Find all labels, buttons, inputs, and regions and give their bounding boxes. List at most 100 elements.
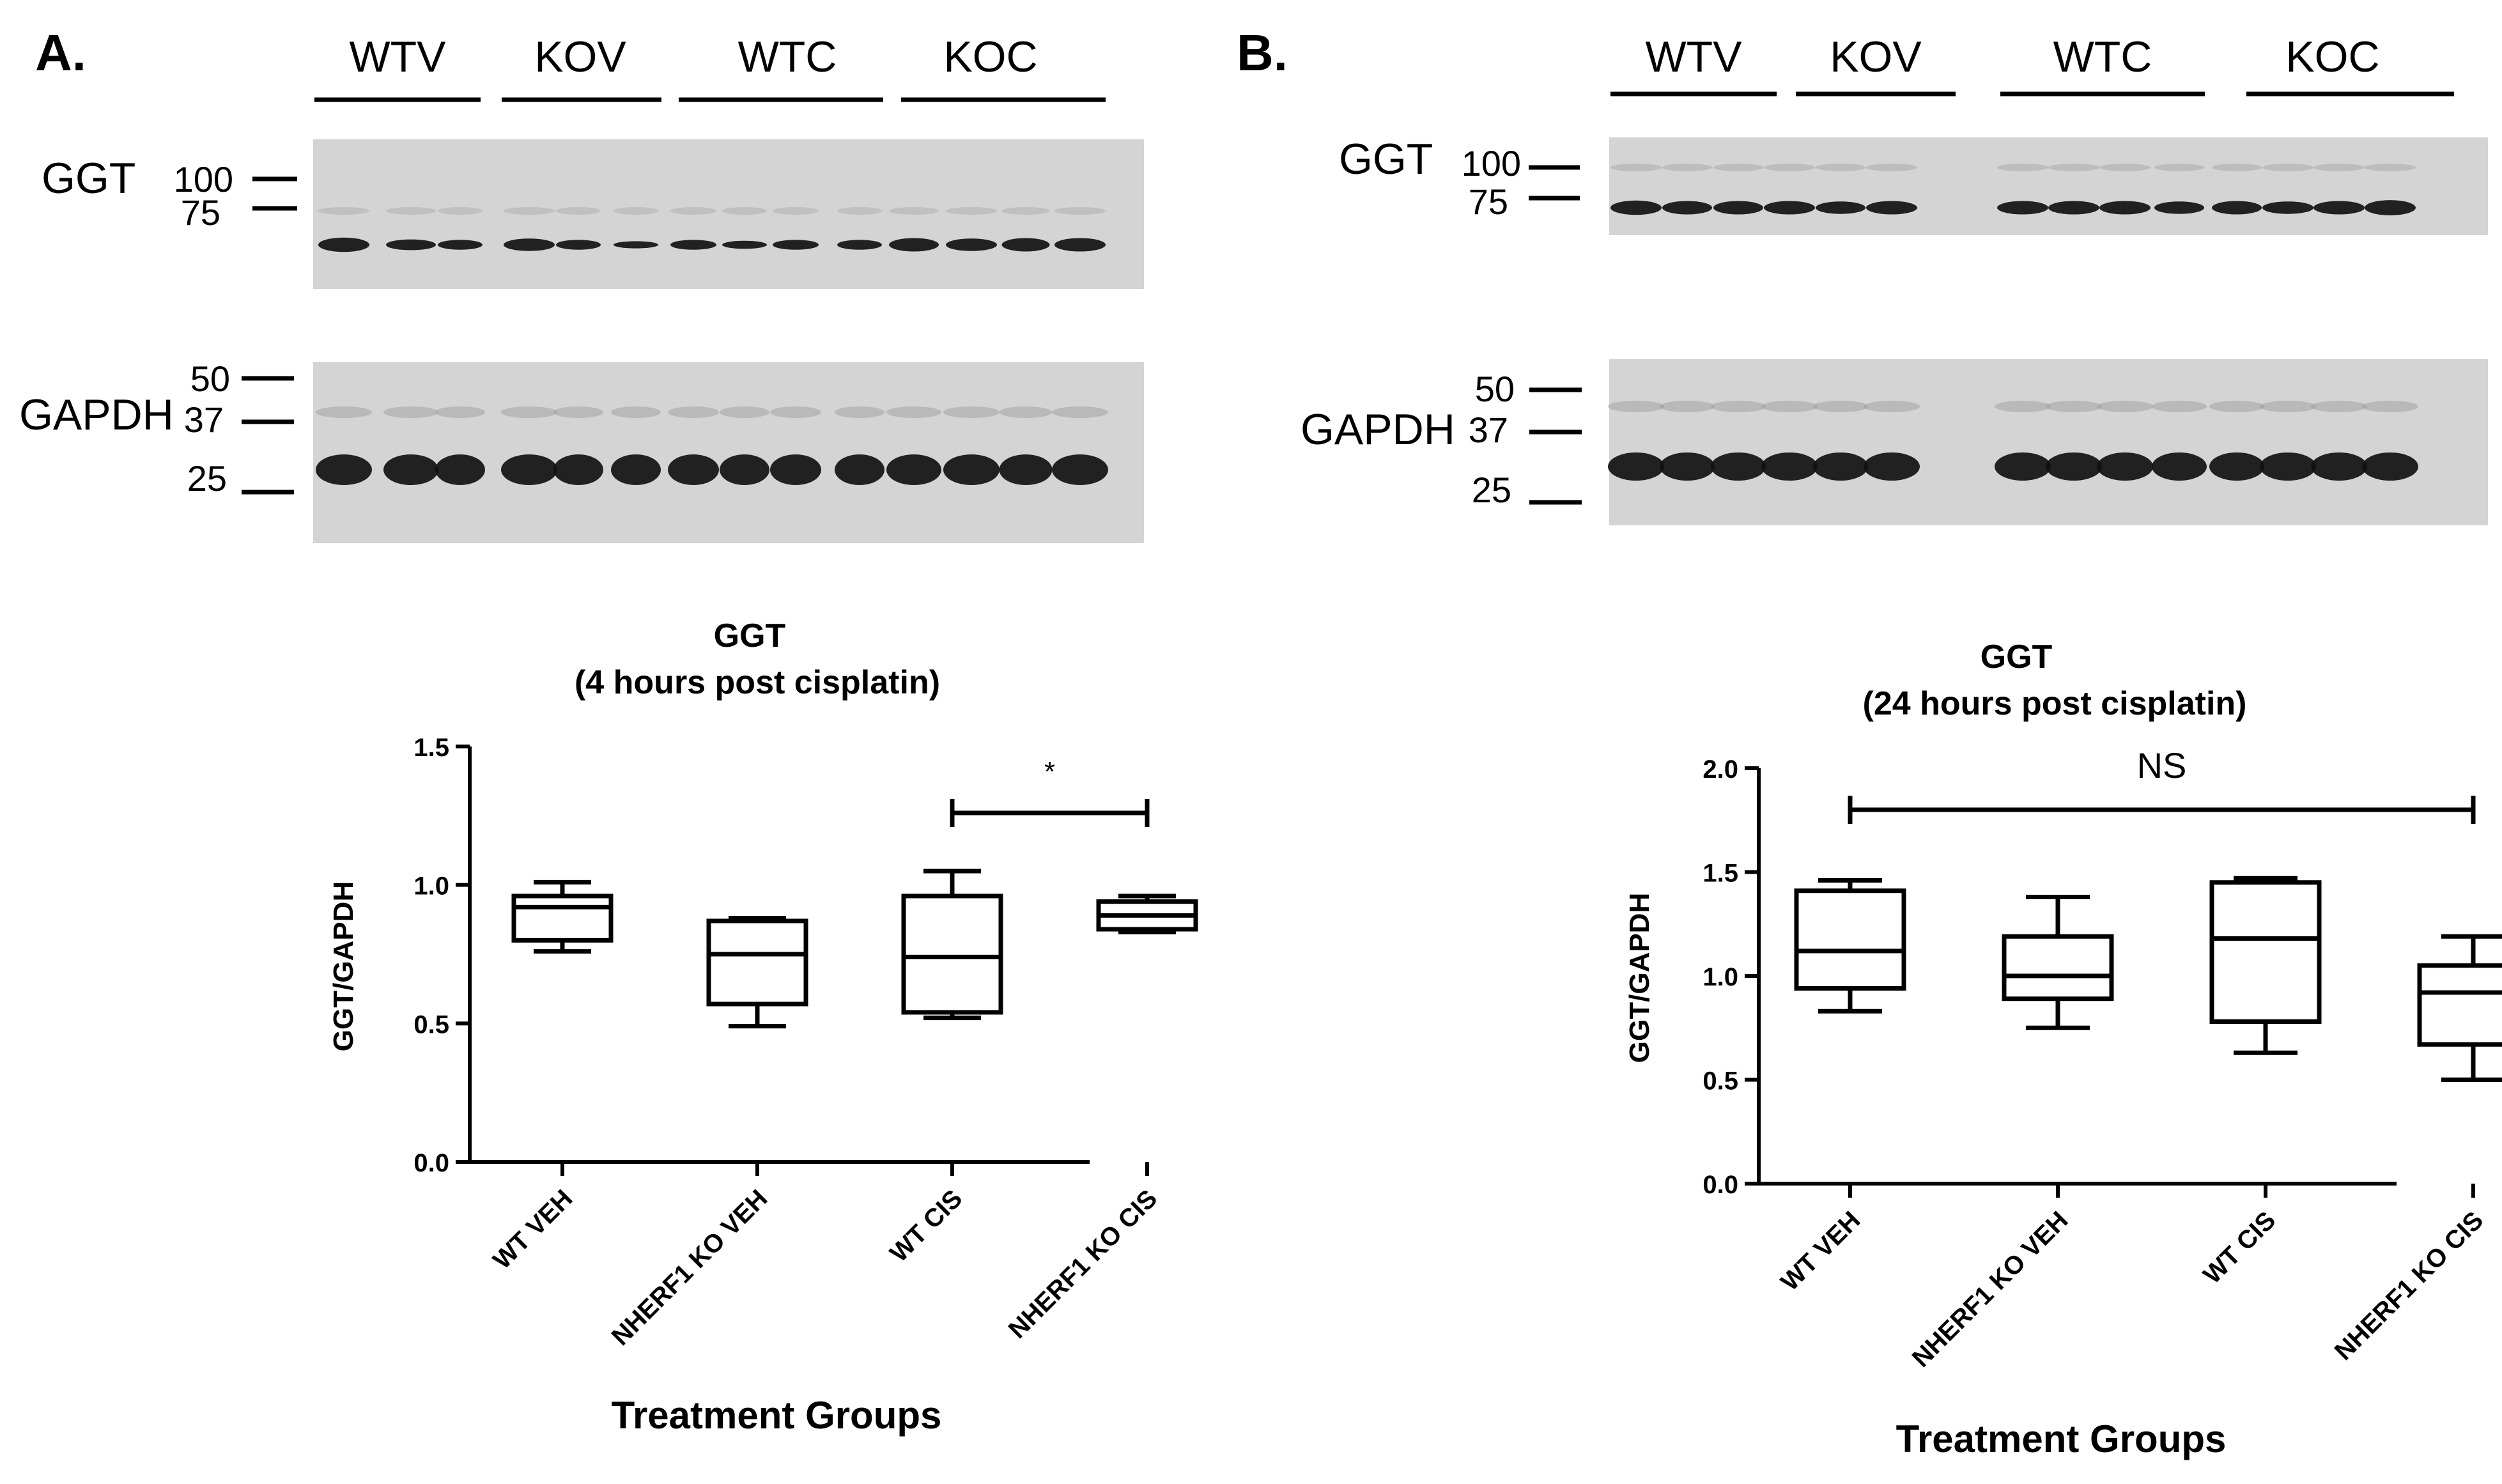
faint-band	[504, 207, 555, 215]
x-tick-label: WT CIS	[2198, 1206, 2281, 1289]
band	[2362, 452, 2418, 481]
lane-group-label: WTV	[349, 33, 446, 81]
box-series	[511, 869, 1198, 1029]
faint-band	[1995, 401, 2051, 412]
faint-band	[1713, 164, 1763, 171]
y-axis-label: GGT/GAPDH	[328, 881, 359, 1051]
band	[386, 239, 436, 251]
panel-a-lane-groups: WTV KOV WTC KOC	[314, 33, 1106, 102]
band	[556, 240, 601, 250]
y-tick-label: 1.5	[1703, 860, 1738, 888]
marker-label: 100	[1462, 143, 1521, 183]
faint-band	[1816, 164, 1865, 171]
band	[1816, 201, 1865, 214]
faint-band	[2313, 164, 2365, 171]
faint-band	[773, 207, 819, 215]
ggt-bands-a	[318, 207, 1106, 252]
x-tick-label: NHERF1 KO CIS	[2329, 1206, 2489, 1366]
band	[2313, 201, 2365, 215]
x-tick-label: NHERF1 KO VEH	[1907, 1206, 2074, 1373]
panel-a-label: A.	[35, 24, 86, 81]
marker-label: 100	[174, 159, 233, 199]
band	[1662, 201, 1712, 215]
band	[2262, 201, 2313, 214]
box-plot	[706, 916, 808, 1029]
box-plot	[1794, 878, 1906, 1014]
y-ticks: 0.0 0.5 1.0 1.5 2.0	[1703, 755, 1759, 1199]
band	[1761, 452, 1818, 481]
ggt-bands-b	[1610, 164, 2416, 215]
lane-group-label: KOV	[1830, 33, 1922, 81]
y-tick-label: 1.5	[413, 734, 449, 762]
y-tick-label: 1.0	[1703, 963, 1738, 991]
y-tick-label: 0.0	[413, 1149, 449, 1177]
chart-b: GGT (24 hours post cisplatin) GGT/GAPDH …	[1624, 638, 2502, 1460]
significance: NS	[1848, 745, 2476, 824]
lane-group-label: KOC	[943, 33, 1037, 81]
faint-band	[2099, 164, 2151, 171]
faint-band	[668, 406, 719, 418]
lane-group-label: WTV	[1645, 33, 1742, 81]
faint-band	[1764, 164, 1815, 171]
box-plot	[2417, 934, 2502, 1082]
faint-band	[2154, 164, 2204, 171]
faint-band	[837, 207, 882, 215]
blot-protein-label: GAPDH	[19, 390, 174, 439]
faint-band	[2212, 164, 2262, 171]
chart-title: GGT	[714, 617, 786, 654]
faint-band	[1662, 164, 1712, 171]
band	[1660, 452, 1715, 481]
y-tick-label: 0.0	[1703, 1171, 1738, 1199]
faint-band	[2046, 401, 2102, 412]
faint-band	[556, 207, 601, 215]
band	[614, 241, 658, 249]
marker-label: 50	[1475, 369, 1515, 409]
band	[2311, 452, 2367, 481]
box-iqr	[2417, 963, 2502, 1047]
band	[835, 454, 884, 485]
lane-group-label: WTC	[738, 33, 837, 81]
axes	[468, 746, 1149, 1176]
faint-band	[2260, 401, 2316, 412]
panel-a-blots: A. WTV KOV WTC KOC GGT 100 75 GAPDH 50 3…	[19, 24, 1144, 543]
y-axis-label: GGT/GAPDH	[1624, 893, 1655, 1063]
faint-band	[1813, 401, 1868, 412]
lane-group-label: WTC	[2053, 33, 2152, 81]
faint-band	[720, 406, 769, 418]
band	[1866, 201, 1917, 215]
marker-label: 37	[184, 399, 224, 440]
band	[1813, 452, 1868, 481]
faint-band	[999, 406, 1053, 418]
ggt-blot-a	[313, 139, 1144, 289]
chart-a: GGT (4 hours post cisplatin) GGT/GAPDH T…	[328, 617, 1198, 1437]
box-iqr	[2209, 880, 2322, 1024]
x-tick-label: NHERF1 KO CIS	[1003, 1184, 1163, 1344]
band	[553, 454, 603, 485]
band	[2365, 200, 2416, 215]
band	[946, 238, 997, 251]
band	[2046, 452, 2102, 481]
band	[770, 454, 821, 485]
band	[1054, 238, 1106, 252]
x-tick-label: WT CIS	[884, 1184, 968, 1267]
band	[1995, 452, 2051, 481]
band	[1610, 200, 1662, 215]
box-iqr	[1794, 888, 1906, 991]
faint-band	[614, 207, 658, 215]
faint-band	[770, 406, 821, 418]
gapdh-blot-a	[313, 362, 1144, 543]
marker-label: 75	[181, 192, 220, 233]
faint-band	[2362, 401, 2418, 412]
marker-label: 25	[187, 458, 227, 499]
band	[668, 454, 719, 485]
band	[886, 454, 941, 485]
box-plot	[511, 879, 614, 954]
band	[2097, 452, 2153, 481]
band	[2260, 452, 2316, 481]
band	[722, 240, 767, 249]
significance-label: NS	[2137, 745, 2187, 785]
band	[2154, 201, 2204, 214]
faint-band	[1054, 207, 1106, 215]
faint-band	[835, 406, 884, 418]
